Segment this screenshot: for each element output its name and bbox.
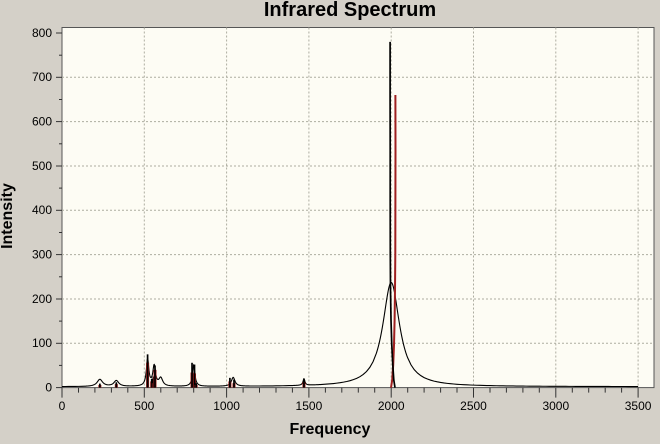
svg-text:200: 200 — [32, 292, 52, 306]
svg-text:3500: 3500 — [625, 399, 652, 413]
svg-text:1000: 1000 — [213, 399, 240, 413]
svg-text:300: 300 — [32, 248, 52, 262]
svg-text:600: 600 — [32, 115, 52, 129]
svg-text:0: 0 — [59, 399, 66, 413]
svg-text:500: 500 — [32, 159, 52, 173]
svg-text:700: 700 — [32, 70, 52, 84]
svg-text:1500: 1500 — [296, 399, 323, 413]
svg-text:2500: 2500 — [460, 399, 487, 413]
svg-text:2000: 2000 — [378, 399, 405, 413]
svg-text:100: 100 — [32, 336, 52, 350]
svg-text:800: 800 — [32, 26, 52, 40]
svg-text:400: 400 — [32, 203, 52, 217]
svg-text:3000: 3000 — [542, 399, 569, 413]
svg-text:500: 500 — [134, 399, 154, 413]
svg-text:0: 0 — [45, 381, 52, 395]
